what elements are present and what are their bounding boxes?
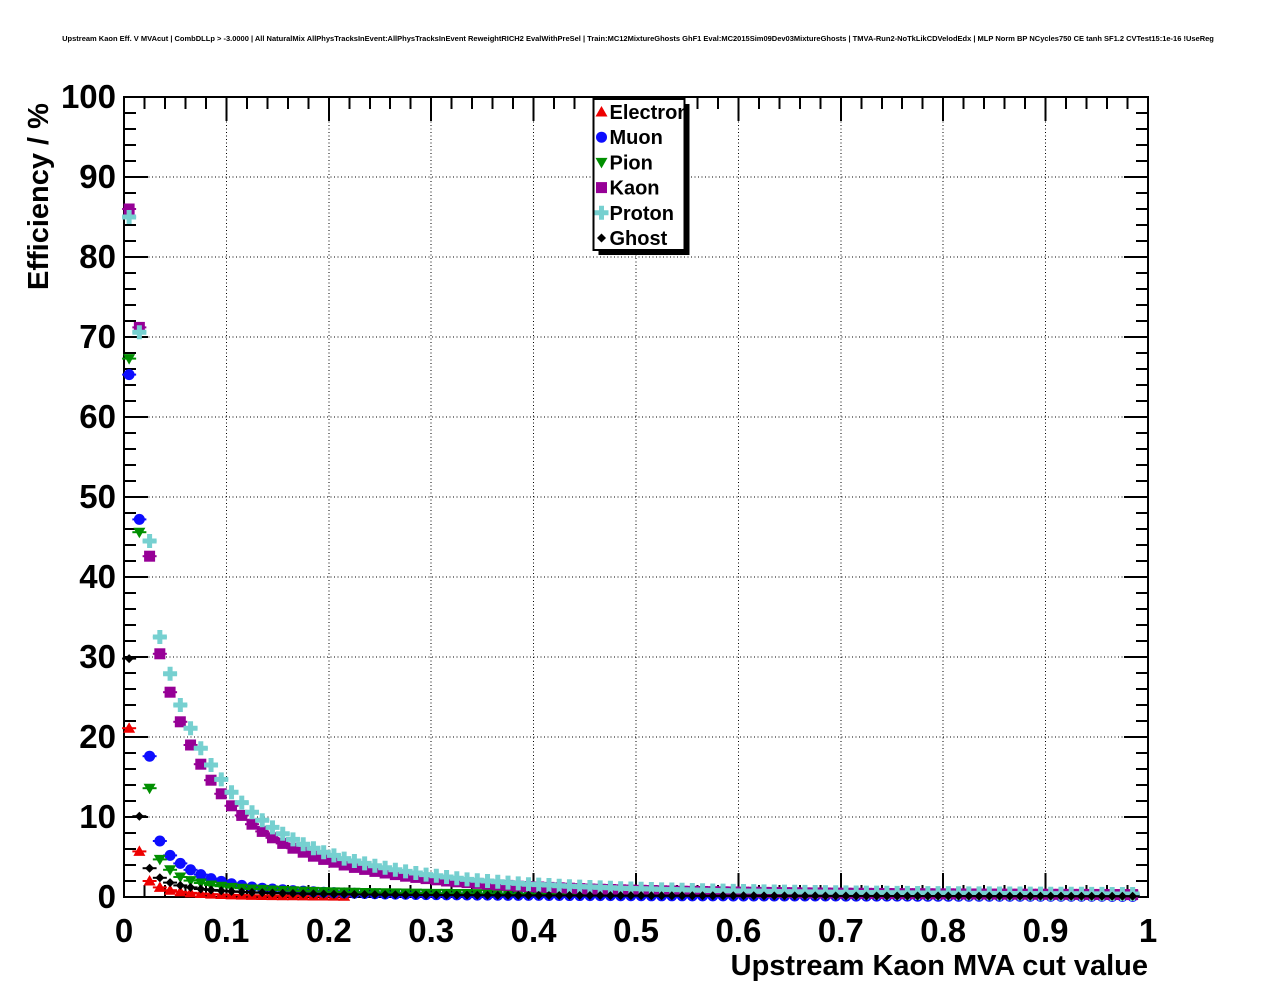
y-tick-label: 100 xyxy=(61,78,116,115)
x-tick-label: 0 xyxy=(115,912,133,949)
legend-item-proton: Proton xyxy=(594,203,674,225)
x-tick-label: 1 xyxy=(1139,912,1157,949)
x-tick-label: 0.4 xyxy=(511,912,558,949)
legend-item-muon: Muon xyxy=(596,127,663,149)
legend-label: Kaon xyxy=(610,178,660,200)
series-proton xyxy=(122,210,1140,902)
y-tick-label: 70 xyxy=(79,318,116,355)
legend-label: Proton xyxy=(610,203,674,225)
series-pion xyxy=(122,354,1140,902)
y-axis-title: Efficiency / % xyxy=(23,103,55,290)
y-tick-label: 60 xyxy=(79,398,116,435)
legend-item-ghost: Ghost xyxy=(597,228,668,250)
x-tick-label: 0.9 xyxy=(1023,912,1069,949)
y-tick-label: 0 xyxy=(98,878,116,915)
legend-item-electron: Electron xyxy=(595,102,690,124)
y-tick-label: 30 xyxy=(79,638,116,675)
y-tick-label: 10 xyxy=(79,798,116,835)
x-axis-title: Upstream Kaon MVA cut value xyxy=(731,950,1148,982)
legend-label: Muon xyxy=(610,127,663,149)
legend-label: Ghost xyxy=(610,228,668,250)
y-tick-label: 40 xyxy=(79,558,116,595)
x-tick-label: 0.1 xyxy=(203,912,249,949)
x-tick-label: 0.6 xyxy=(715,912,761,949)
y-tick-label: 90 xyxy=(79,158,116,195)
x-tick-label: 0.8 xyxy=(920,912,966,949)
x-tick-label: 0.7 xyxy=(818,912,864,949)
legend-item-pion: Pion xyxy=(595,152,653,174)
series-ghost xyxy=(122,654,1140,901)
x-tick-label: 0.3 xyxy=(408,912,454,949)
legend-box xyxy=(592,98,686,251)
legend-label: Electron xyxy=(610,102,690,124)
legend-label: Pion xyxy=(610,152,653,174)
y-tick-label: 50 xyxy=(79,478,116,515)
series-kaon xyxy=(122,203,1140,901)
legend: Electron Muon Pion Kaon Proton Ghost xyxy=(592,98,690,255)
x-tick-label: 0.2 xyxy=(306,912,352,949)
legend-item-kaon: Kaon xyxy=(596,178,660,200)
y-tick-label: 20 xyxy=(79,718,116,755)
y-tick-label: 80 xyxy=(79,238,116,275)
x-tick-label: 0.5 xyxy=(613,912,659,949)
plot-title: Upstream Kaon Eff. V MVAcut | CombDLLp >… xyxy=(62,34,1214,43)
